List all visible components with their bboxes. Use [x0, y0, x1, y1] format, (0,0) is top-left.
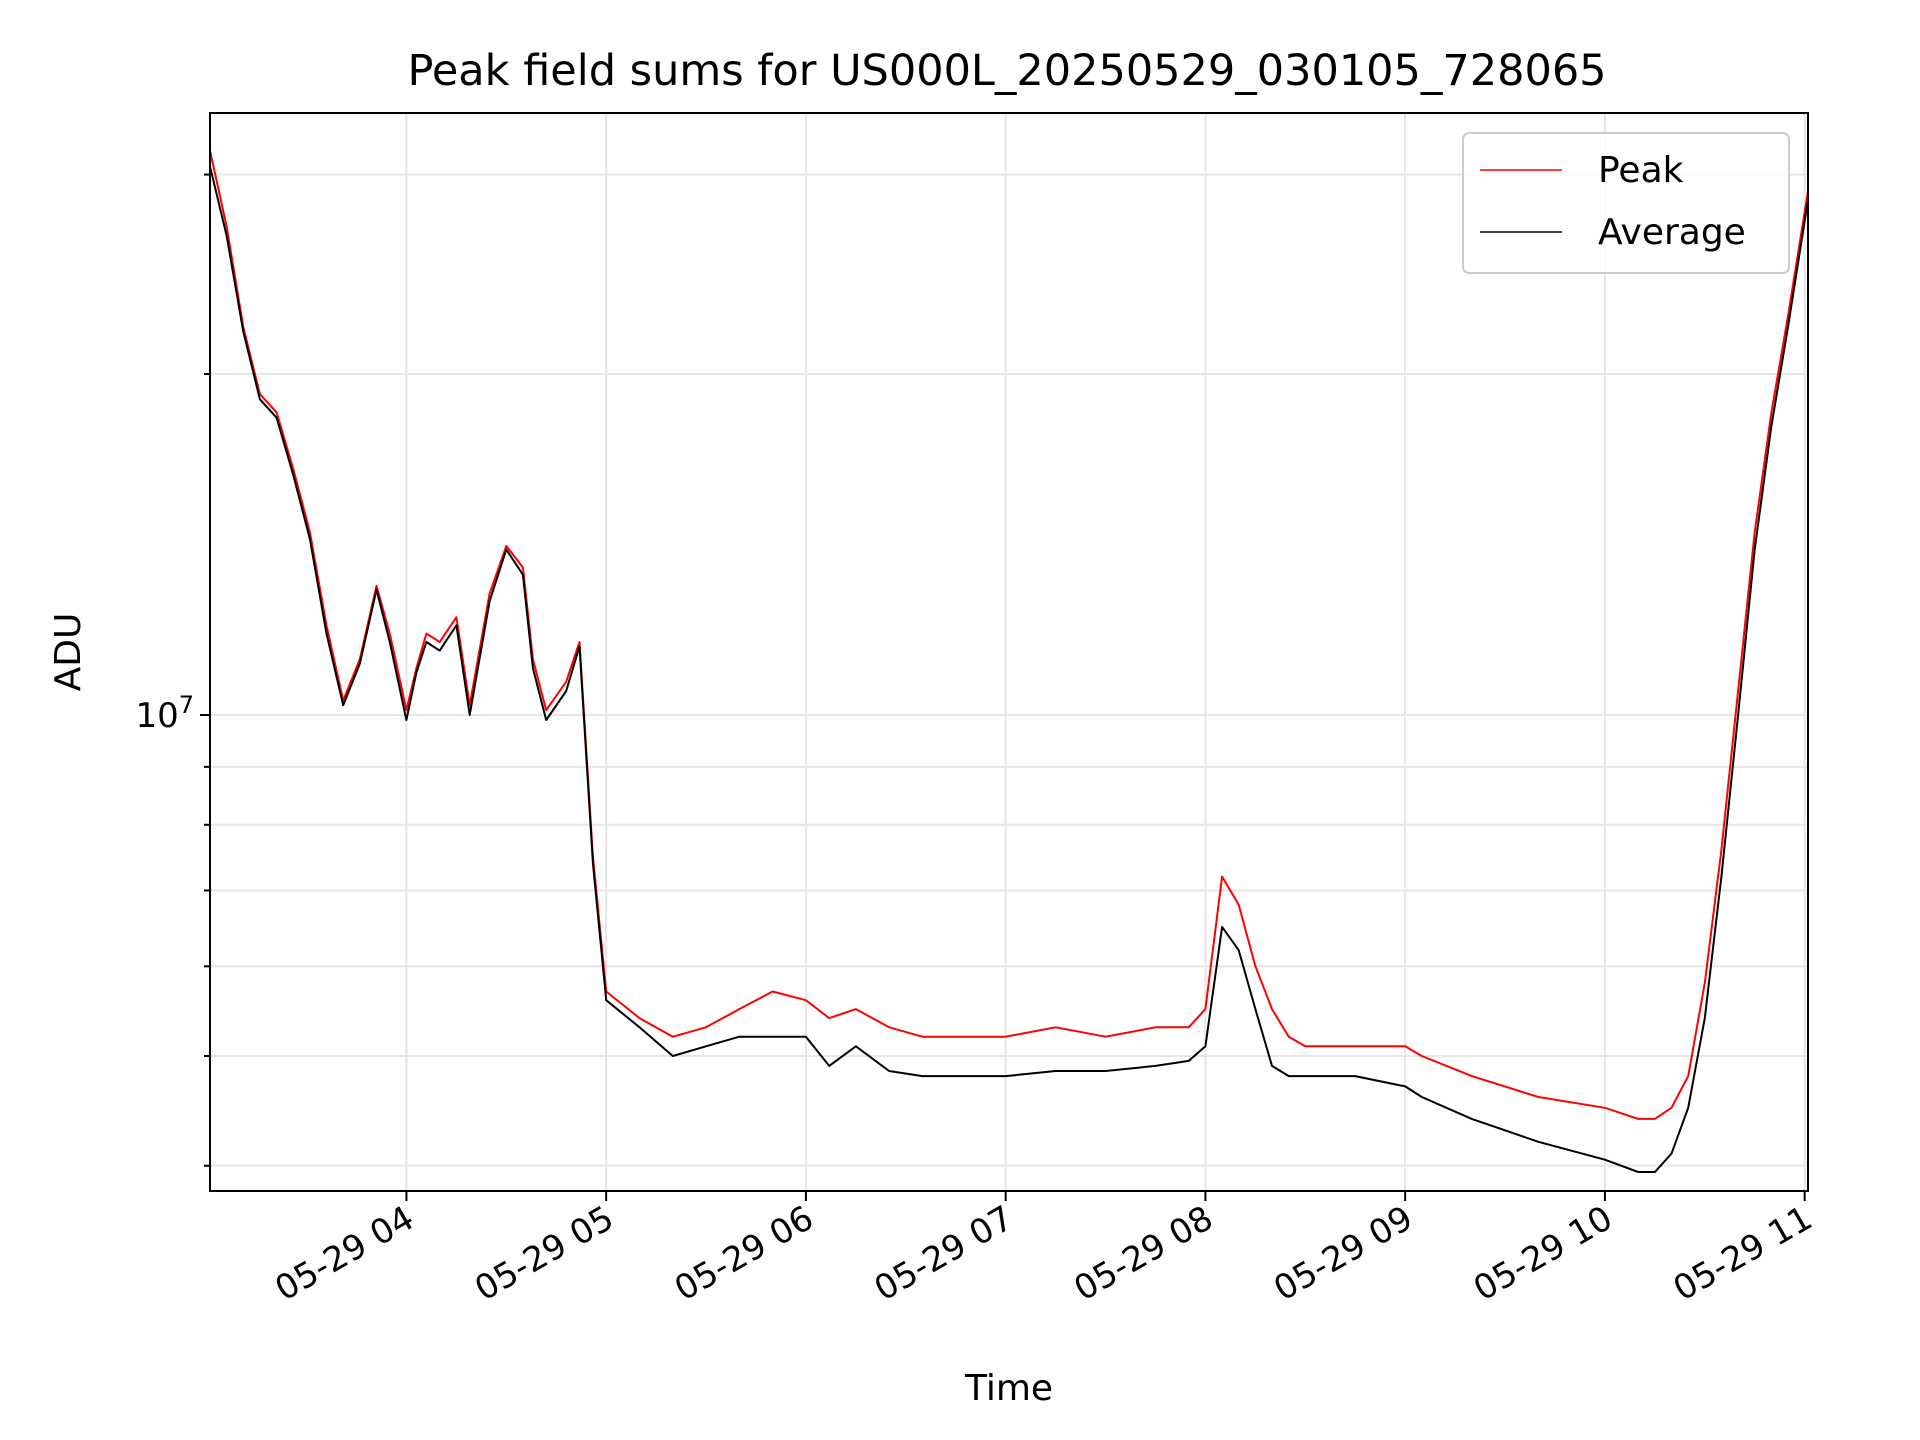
plot-area [210, 150, 1808, 1173]
series-line-peak [210, 150, 1808, 1120]
series-line-average [210, 166, 1808, 1173]
legend-box [1462, 132, 1790, 274]
y-tick-label: 107 [135, 691, 194, 736]
y-axis: 107 [135, 173, 210, 1167]
grid [210, 113, 1808, 1191]
x-axis-label: Time [964, 1368, 1053, 1409]
y-axis-label: ADU [48, 613, 89, 692]
legend-label-average: Average [1598, 212, 1746, 253]
plot-frame [209, 112, 1809, 1192]
legend: Peak Average [1462, 132, 1790, 274]
chart-title: Peak field sums for US000L_20250529_0301… [407, 46, 1606, 96]
legend-label-peak: Peak [1598, 150, 1684, 191]
